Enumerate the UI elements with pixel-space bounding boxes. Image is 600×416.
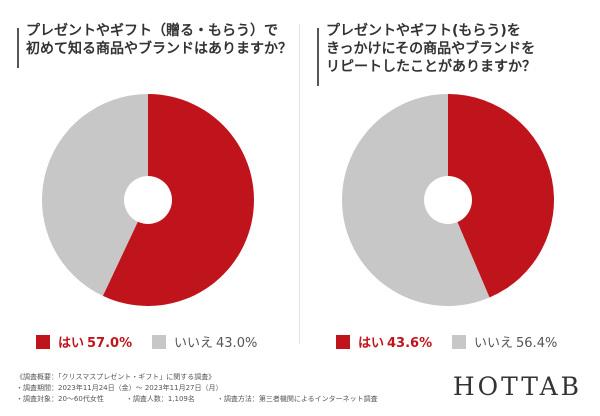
legend-label-yes: はい (58, 336, 85, 351)
brand-logo: HOTTAB (452, 372, 582, 401)
title-accent-bar (317, 28, 319, 86)
donut-chart-left (42, 94, 255, 306)
legend-item-yes: はい 57.0% (36, 332, 132, 356)
chart-title-line: リピートしたことがありますか？ (326, 59, 536, 75)
chart-title-line: きっかけにその商品やブランドを (326, 41, 536, 57)
footer-line-2: ・調査期間：2023年11月24日（金）～ 2023年11月27日（月） (16, 384, 223, 392)
donut-chart-right (342, 94, 554, 306)
legend-value-no: 56.4% (516, 336, 558, 351)
donut-hole (124, 176, 172, 224)
legend-value-no: 43.0% (216, 336, 258, 351)
legend-label-no: いいえ (174, 336, 214, 351)
footer-method: ・調査方法：第三者機関によるインターネット調査 (216, 395, 378, 403)
footer-line-1: 《調査概要：「クリスマスプレゼント・ギフト」に関する調査》 (16, 373, 216, 381)
chart-title-line: 初めて知る商品やブランドはありますか？ (26, 41, 292, 57)
survey-footer: 《調査概要：「クリスマスプレゼント・ギフト」に関する調査》 ・調査期間：2023… (16, 372, 416, 405)
title-accent-bar (17, 28, 19, 68)
donut-slice-yes (102, 94, 255, 306)
legend-item-no: いいえ 56.4% (452, 332, 557, 356)
chart-title-line: プレゼントやギフト(もらう)を (326, 23, 521, 39)
chart-panel-left: プレゼントやギフト（贈る・もらう）で 初めて知る商品やブランドはありますか？ は… (0, 0, 300, 370)
chart-title-right: プレゼントやギフト(もらう)を きっかけにその商品やブランドを リピートしたこと… (326, 22, 596, 76)
footer-target: ・調査対象：20〜60代女性 (16, 395, 104, 403)
legend-swatch-no (152, 335, 166, 349)
legend-swatch-no (452, 335, 466, 349)
legend-value-yes: 57.0% (87, 336, 133, 351)
legend-left: はい 57.0% いいえ 43.0% (30, 332, 300, 356)
donut-slice-no (342, 94, 490, 306)
legend-item-yes: はい 43.6% (336, 332, 432, 356)
legend-item-no: いいえ 43.0% (152, 332, 257, 356)
legend-right: はい 43.6% いいえ 56.4% (330, 332, 600, 356)
legend-label-no: いいえ (474, 336, 514, 351)
legend-swatch-yes (336, 335, 350, 349)
donut-slice-yes (448, 94, 554, 298)
chart-panel-right: プレゼントやギフト(もらう)を きっかけにその商品やブランドを リピートしたこと… (300, 0, 600, 370)
donut-slice-no (42, 94, 149, 296)
footer-count: ・調査人数：1,109名 (125, 395, 195, 403)
legend-swatch-yes (36, 335, 50, 349)
legend-label-yes: はい (358, 336, 385, 351)
legend-value-yes: 43.6% (387, 336, 433, 351)
donut-hole (424, 176, 472, 224)
panel-divider (299, 24, 300, 344)
chart-title-line: プレゼントやギフト（贈る・もらう）で (26, 23, 278, 39)
chart-title-left: プレゼントやギフト（贈る・もらう）で 初めて知る商品やブランドはありますか？ (26, 22, 296, 58)
footer-line-3: ・調査対象：20〜60代女性 ・調査人数：1,109名 ・調査方法：第三者機関による… (16, 394, 416, 405)
